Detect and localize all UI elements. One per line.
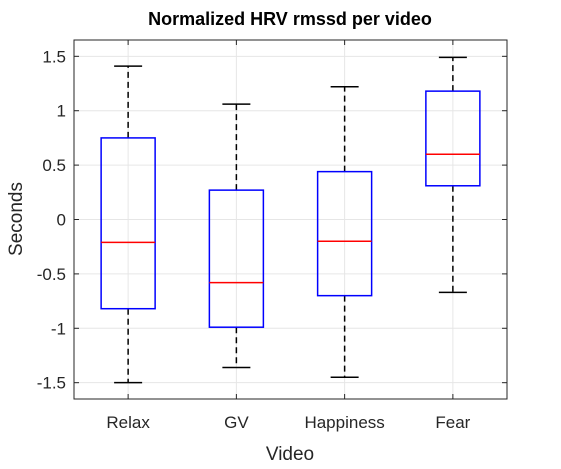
y-tick-label: -1.5 — [37, 374, 66, 393]
box-iqr — [316, 170, 373, 297]
box-iqr — [425, 90, 481, 187]
x-tick-label: Fear — [435, 413, 470, 432]
x-tick-label: Relax — [106, 413, 150, 432]
x-axis-label: Video — [266, 444, 314, 465]
y-tick-label: 0.5 — [42, 156, 66, 175]
y-tick-label: 1.5 — [42, 47, 66, 66]
y-tick-label: -0.5 — [37, 265, 66, 284]
box-iqr — [208, 189, 265, 328]
x-tick-label: Happiness — [304, 413, 384, 432]
y-axis-label: Seconds — [6, 182, 27, 256]
tick-layer: -1.5 -1 -0.5 0 0.5 1 1.5 Relax GV Happiness Fear — [37, 40, 507, 432]
y-tick-label: 1 — [57, 102, 66, 121]
chart-title: Normalized HRV rmssd per video — [148, 9, 432, 29]
grid-layer — [74, 40, 507, 399]
box-iqr — [100, 137, 156, 310]
y-tick-label: 0 — [57, 211, 66, 230]
x-tick-label: GV — [224, 413, 249, 432]
y-tick-label: -1 — [51, 319, 66, 338]
box-layer — [100, 56, 481, 384]
